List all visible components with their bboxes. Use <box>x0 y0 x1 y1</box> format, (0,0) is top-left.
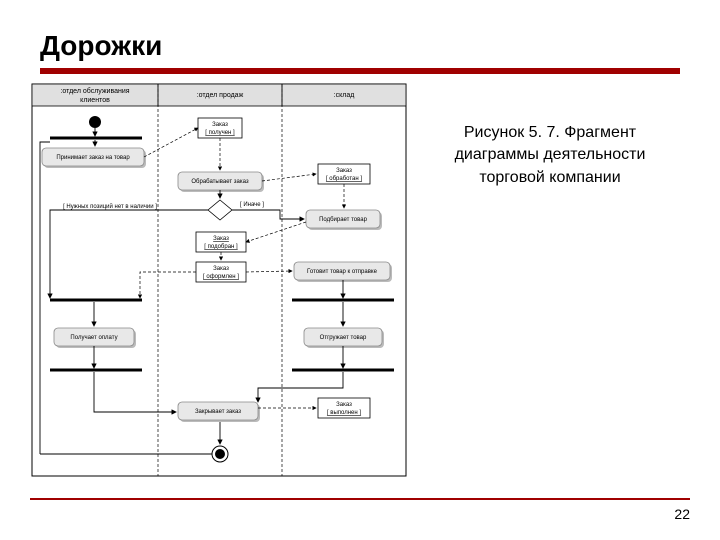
svg-text:Получает оплату: Получает оплату <box>70 335 117 341</box>
svg-text:Закрывает заказ: Закрывает заказ <box>195 409 241 415</box>
state-order-picked: Заказ [ подобран ] <box>196 232 246 252</box>
svg-text:Заказ: Заказ <box>336 402 352 408</box>
svg-text:Отгружает товар: Отгружает товар <box>320 335 367 341</box>
state-order-formed: Заказ [ оформлен ] <box>196 262 246 282</box>
svg-text:Заказ: Заказ <box>213 266 229 272</box>
activity-pick-goods: Подбирает товар <box>306 210 382 230</box>
final-node <box>212 446 228 462</box>
guard-right: [ Иначе ] <box>240 202 264 208</box>
svg-text:Подбирает товар: Подбирает товар <box>319 217 368 223</box>
decision-diamond <box>208 200 232 220</box>
svg-text:[ оформлен ]: [ оформлен ] <box>203 274 239 280</box>
lane-header-1-line1: :отдел обслуживания <box>60 87 129 95</box>
activity-diagram: :отдел обслуживания клиентов :отдел прод… <box>30 82 410 482</box>
svg-text:[ выполнен ]: [ выполнен ] <box>327 410 361 416</box>
footer-line <box>30 498 690 500</box>
svg-text:Принимает заказ на товар: Принимает заказ на товар <box>56 155 130 161</box>
svg-text:Заказ: Заказ <box>213 236 229 242</box>
figure-caption: Рисунок 5. 7. Фрагмент диаграммы деятель… <box>410 82 690 482</box>
svg-text:Обрабатывает заказ: Обрабатывает заказ <box>191 179 248 185</box>
guard-left: [ Нужных позиций нет в наличии ] <box>63 203 157 210</box>
activity-prepare-ship: Готовит товар к отправке <box>294 262 392 282</box>
initial-node <box>89 116 101 128</box>
state-order-received: Заказ [ получен ] <box>198 118 242 138</box>
svg-text:Заказ: Заказ <box>336 168 352 174</box>
svg-text:Заказ: Заказ <box>212 122 228 128</box>
slide-title: Дорожки <box>40 30 690 62</box>
svg-text:Готовит товар к отправке: Готовит товар к отправке <box>307 269 378 275</box>
activity-ship-goods: Отгружает товар <box>304 328 384 348</box>
activity-close-order: Закрывает заказ <box>178 402 260 422</box>
svg-text:[ подобран ]: [ подобран ] <box>204 244 238 250</box>
page-number: 22 <box>674 506 690 522</box>
activity-receive-payment: Получает оплату <box>54 328 136 348</box>
state-order-processed: Заказ [ обработан ] <box>318 164 370 184</box>
title-underline <box>40 68 680 74</box>
svg-text:[ получен ]: [ получен ] <box>205 130 235 136</box>
activity-receive-order: Принимает заказ на товар <box>42 148 146 168</box>
lane-header-2: :отдел продаж <box>197 92 244 99</box>
svg-text:[ обработан ]: [ обработан ] <box>326 176 362 182</box>
lane-header-3: :склад <box>334 92 355 99</box>
activity-process-order: Обрабатывает заказ <box>178 172 264 192</box>
lane-header-1-line2: клиентов <box>80 97 110 104</box>
state-order-done: Заказ [ выполнен ] <box>318 398 370 418</box>
